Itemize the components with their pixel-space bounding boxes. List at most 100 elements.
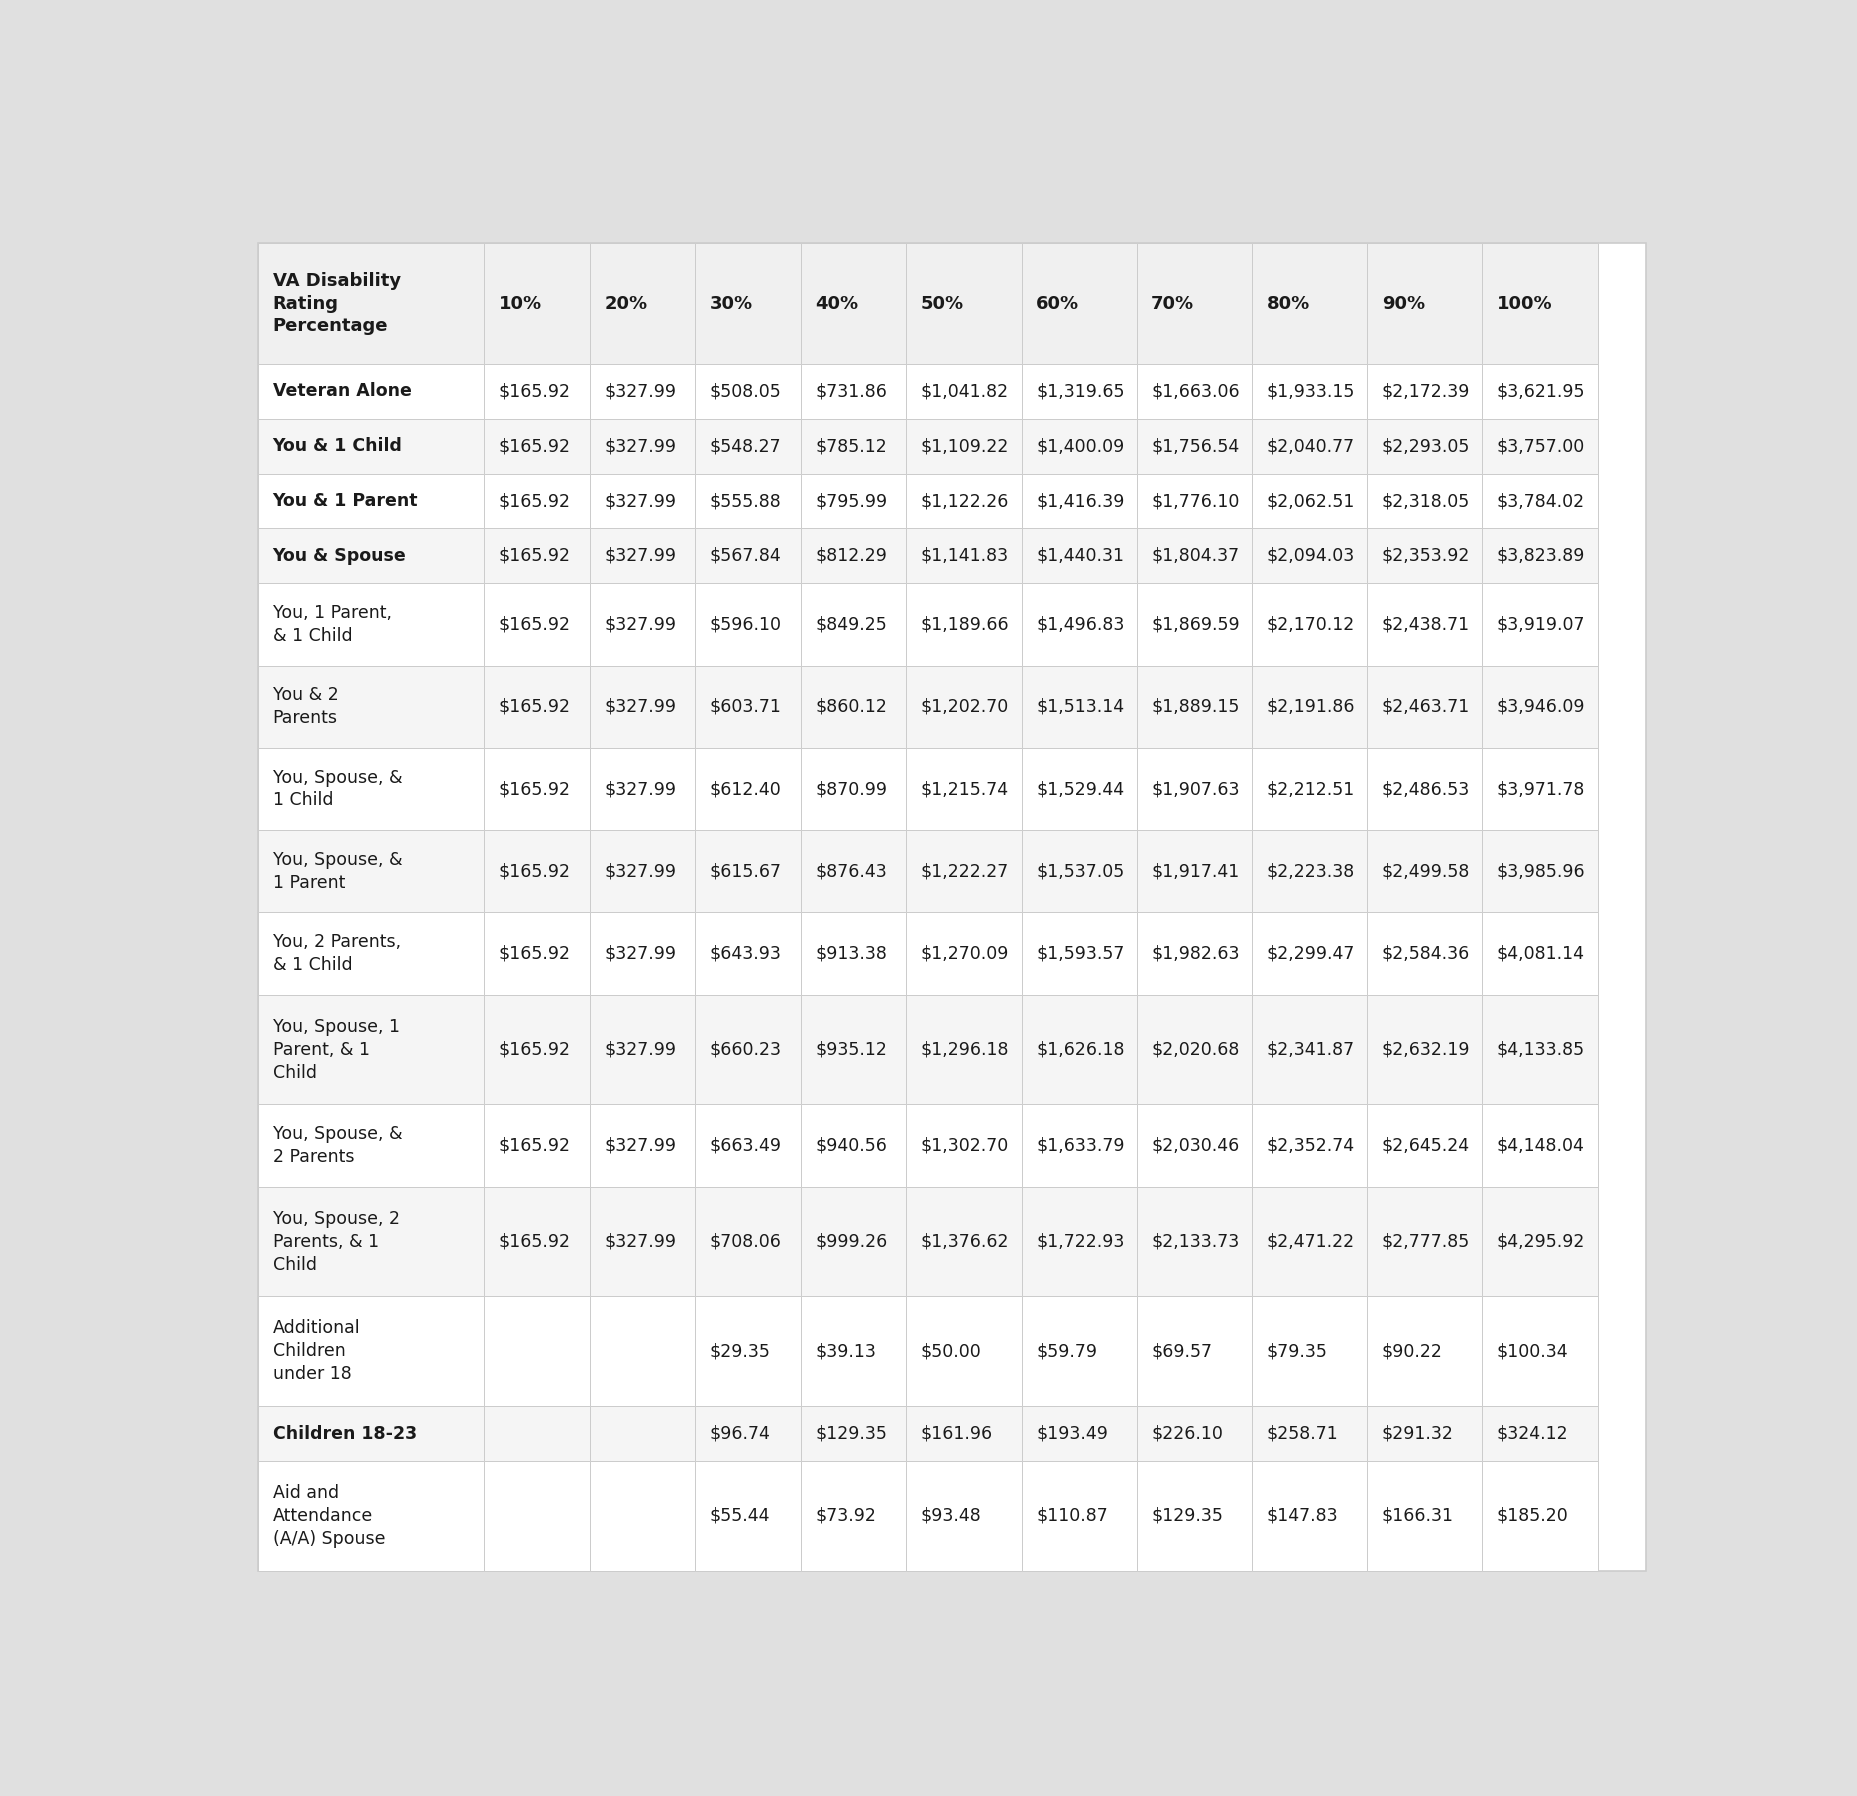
- Text: Aid and
Attendance
(A/A) Spouse: Aid and Attendance (A/A) Spouse: [273, 1483, 384, 1548]
- Text: $324.12: $324.12: [1497, 1424, 1567, 1442]
- Text: You, Spouse, &
1 Child: You, Spouse, & 1 Child: [273, 769, 401, 810]
- Text: $1,907.63: $1,907.63: [1151, 779, 1239, 797]
- Text: $161.96: $161.96: [921, 1424, 992, 1442]
- Bar: [591, 1187, 695, 1297]
- Text: $1,400.09: $1,400.09: [1036, 436, 1123, 454]
- Bar: [1021, 365, 1136, 418]
- Bar: [591, 1462, 695, 1572]
- Bar: [800, 1105, 906, 1187]
- Bar: [1136, 474, 1252, 528]
- Bar: [906, 584, 1021, 666]
- Bar: [1252, 1105, 1367, 1187]
- Bar: [1367, 1297, 1482, 1406]
- Text: $1,869.59: $1,869.59: [1151, 616, 1239, 634]
- Bar: [695, 1297, 800, 1406]
- Bar: [906, 830, 1021, 912]
- Bar: [1021, 1462, 1136, 1572]
- Bar: [1021, 474, 1136, 528]
- Bar: [695, 584, 800, 666]
- Text: $2,471.22: $2,471.22: [1266, 1232, 1354, 1250]
- Bar: [906, 1297, 1021, 1406]
- Text: You, Spouse, 2
Parents, & 1
Child: You, Spouse, 2 Parents, & 1 Child: [273, 1211, 399, 1273]
- Text: $1,633.79: $1,633.79: [1036, 1137, 1123, 1155]
- Text: $1,222.27: $1,222.27: [921, 862, 1008, 880]
- Bar: [1482, 666, 1597, 747]
- Bar: [591, 912, 695, 995]
- Bar: [1367, 830, 1482, 912]
- Bar: [1367, 912, 1482, 995]
- Text: $327.99: $327.99: [604, 436, 676, 454]
- Bar: [591, 418, 695, 474]
- Bar: [258, 830, 485, 912]
- Text: 80%: 80%: [1266, 295, 1309, 313]
- Bar: [906, 1406, 1021, 1462]
- Bar: [1367, 242, 1482, 365]
- Text: $165.92: $165.92: [498, 436, 570, 454]
- Bar: [1252, 584, 1367, 666]
- Bar: [1252, 830, 1367, 912]
- Text: $291.32: $291.32: [1382, 1424, 1452, 1442]
- Text: $327.99: $327.99: [604, 945, 676, 963]
- Bar: [1136, 912, 1252, 995]
- Bar: [1252, 1406, 1367, 1462]
- Bar: [591, 474, 695, 528]
- Text: $2,486.53: $2,486.53: [1382, 779, 1469, 797]
- Text: 60%: 60%: [1036, 295, 1079, 313]
- Text: $3,757.00: $3,757.00: [1497, 436, 1584, 454]
- Bar: [800, 474, 906, 528]
- Bar: [695, 242, 800, 365]
- Text: $327.99: $327.99: [604, 383, 676, 401]
- Bar: [1021, 1406, 1136, 1462]
- Text: $2,062.51: $2,062.51: [1266, 492, 1354, 510]
- Bar: [695, 365, 800, 418]
- Text: $812.29: $812.29: [815, 546, 888, 566]
- Bar: [591, 1297, 695, 1406]
- Bar: [485, 830, 591, 912]
- Text: $258.71: $258.71: [1266, 1424, 1337, 1442]
- Text: $567.84: $567.84: [709, 546, 782, 566]
- Text: $327.99: $327.99: [604, 1040, 676, 1058]
- Bar: [1252, 474, 1367, 528]
- Bar: [800, 1187, 906, 1297]
- Text: $185.20: $185.20: [1497, 1507, 1567, 1525]
- Bar: [1021, 418, 1136, 474]
- Bar: [1367, 995, 1482, 1105]
- Bar: [1021, 1105, 1136, 1187]
- Text: 30%: 30%: [709, 295, 752, 313]
- Bar: [1021, 995, 1136, 1105]
- Bar: [1367, 528, 1482, 584]
- Text: $165.92: $165.92: [498, 862, 570, 880]
- Bar: [695, 747, 800, 830]
- Bar: [906, 1187, 1021, 1297]
- Text: You & 1 Parent: You & 1 Parent: [273, 492, 418, 510]
- Text: 20%: 20%: [604, 295, 646, 313]
- Bar: [1136, 1406, 1252, 1462]
- Bar: [258, 418, 485, 474]
- Bar: [591, 242, 695, 365]
- Bar: [485, 995, 591, 1105]
- Text: $3,985.96: $3,985.96: [1497, 862, 1584, 880]
- Bar: [258, 1462, 485, 1572]
- Text: You, 1 Parent,
& 1 Child: You, 1 Parent, & 1 Child: [273, 603, 392, 645]
- Bar: [1252, 747, 1367, 830]
- Bar: [800, 365, 906, 418]
- Bar: [1021, 584, 1136, 666]
- Bar: [695, 912, 800, 995]
- Text: $90.22: $90.22: [1382, 1342, 1441, 1360]
- Bar: [591, 830, 695, 912]
- Bar: [591, 995, 695, 1105]
- Bar: [1252, 418, 1367, 474]
- Bar: [591, 747, 695, 830]
- Bar: [485, 584, 591, 666]
- Bar: [1367, 584, 1482, 666]
- Text: $165.92: $165.92: [498, 945, 570, 963]
- Bar: [1482, 1105, 1597, 1187]
- Bar: [258, 912, 485, 995]
- Bar: [1021, 242, 1136, 365]
- Text: $4,133.85: $4,133.85: [1497, 1040, 1584, 1058]
- Bar: [1367, 1406, 1482, 1462]
- Text: $327.99: $327.99: [604, 862, 676, 880]
- Bar: [258, 584, 485, 666]
- Text: $69.57: $69.57: [1151, 1342, 1211, 1360]
- Text: $110.87: $110.87: [1036, 1507, 1107, 1525]
